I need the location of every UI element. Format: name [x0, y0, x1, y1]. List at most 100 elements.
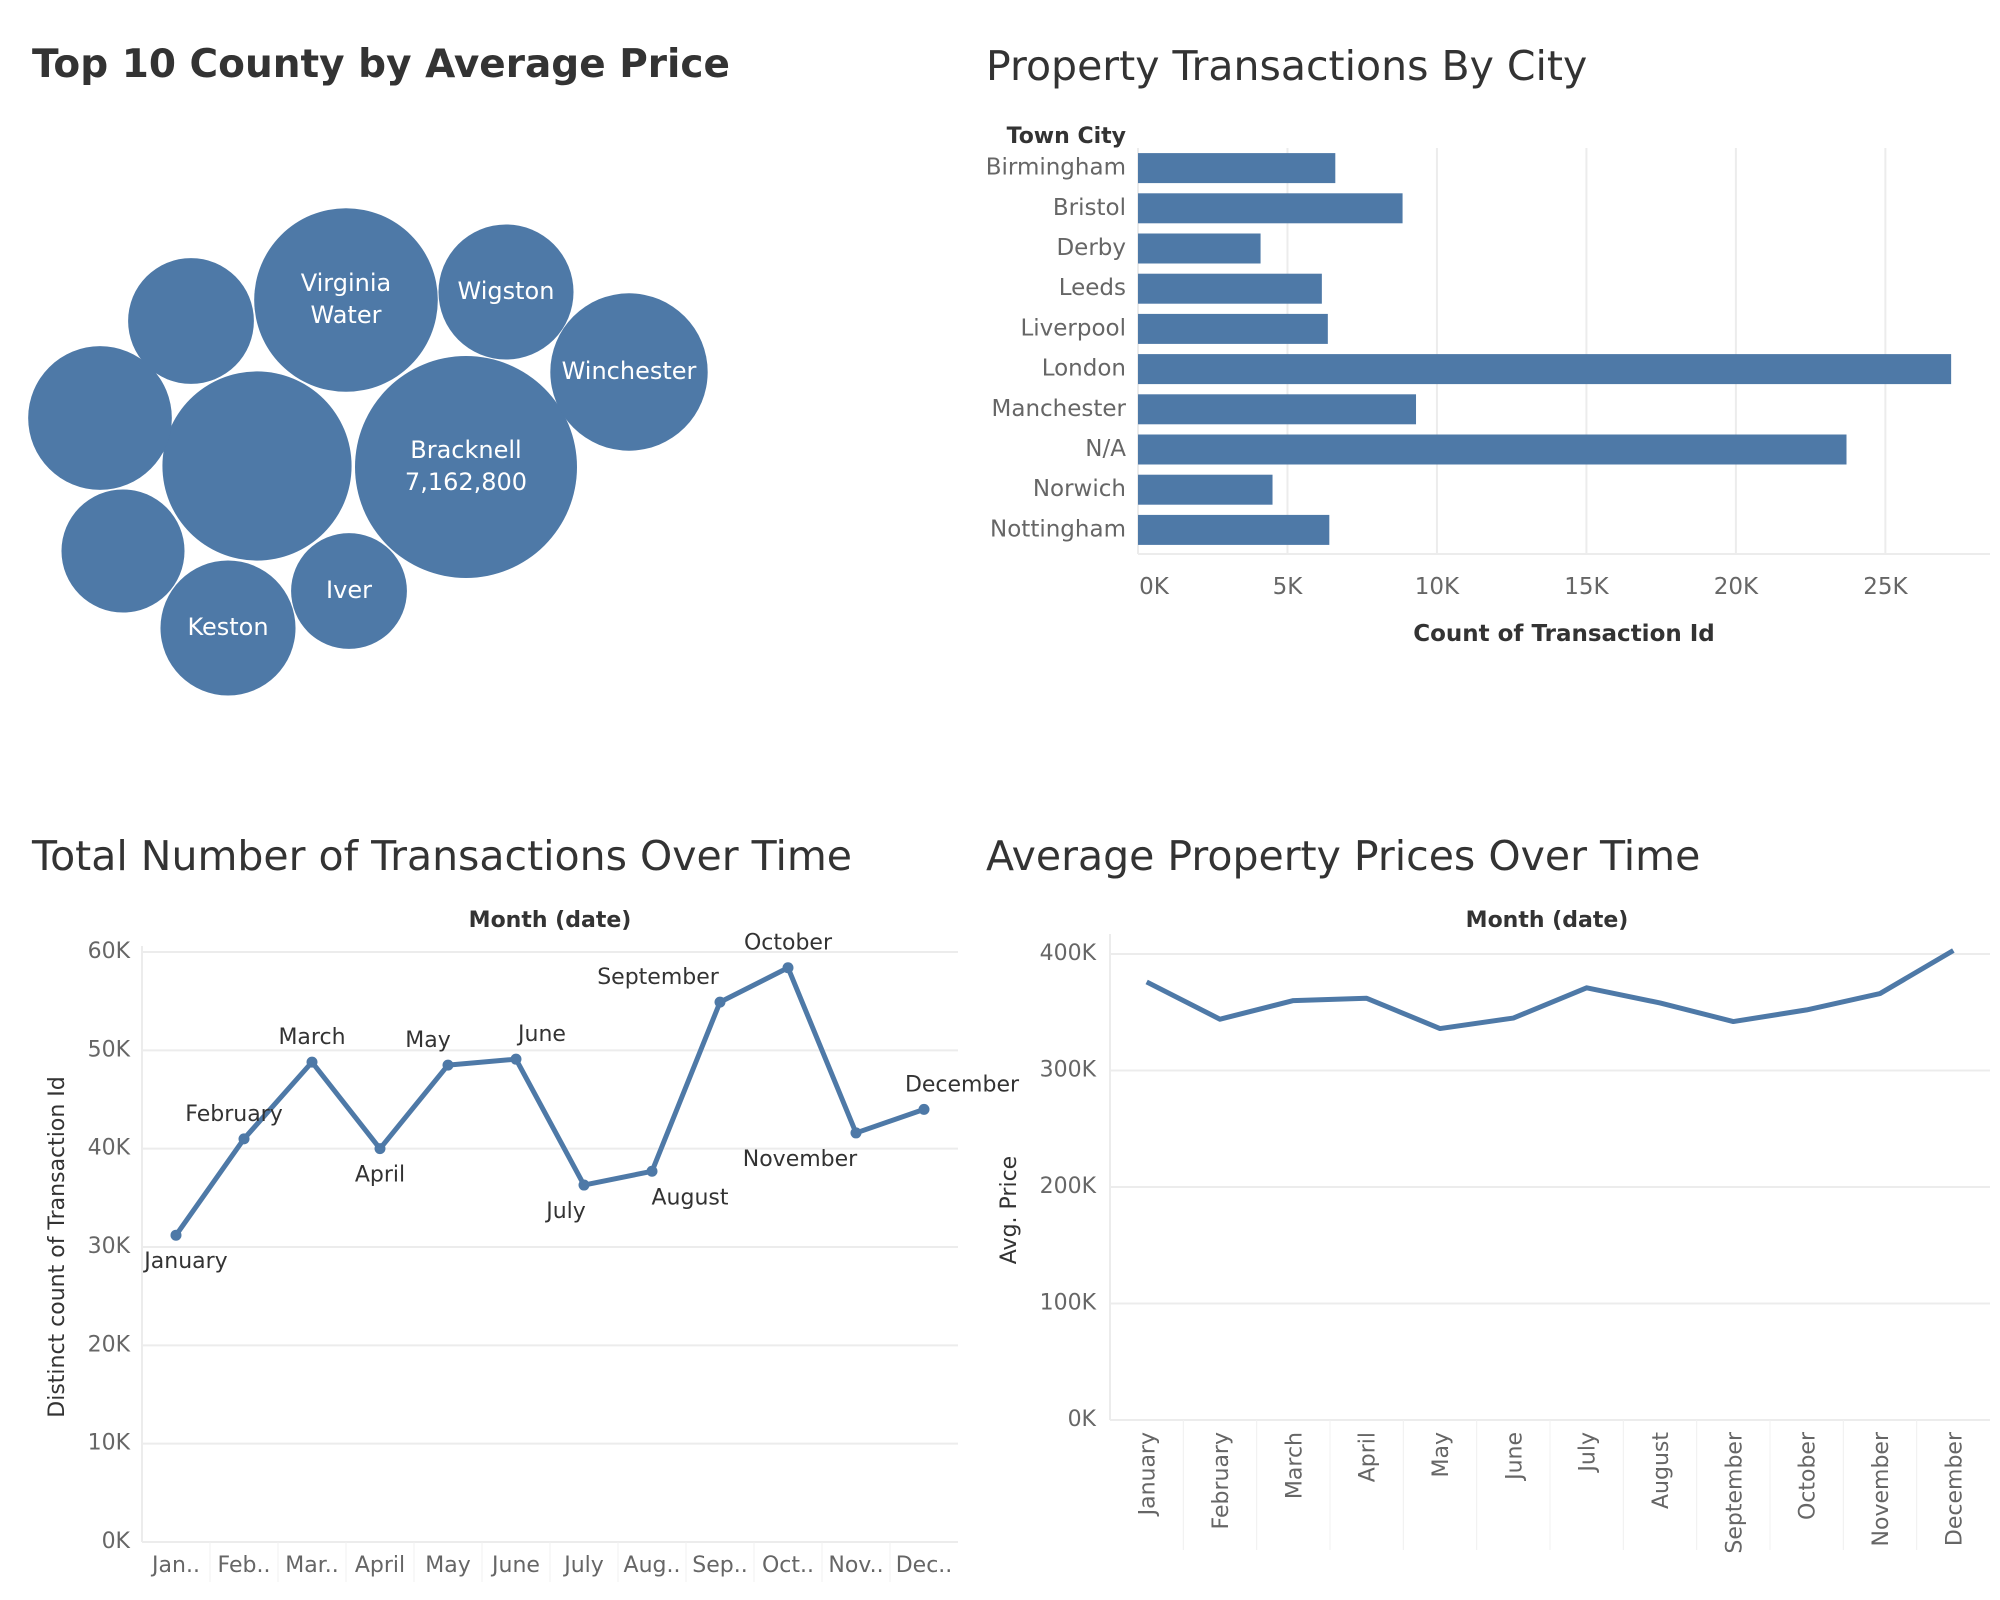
point-label: November — [743, 1147, 858, 1172]
category-label: Manchester — [992, 396, 1127, 422]
x-tick-label: June — [1502, 1432, 1527, 1482]
x-tick-label: 0K — [1139, 574, 1170, 600]
x-tick-label: July — [1576, 1432, 1601, 1474]
point-label: September — [597, 965, 720, 990]
bar — [1138, 233, 1261, 264]
point-label: December — [905, 1072, 1020, 1097]
y-tick-label: 0K — [102, 1529, 131, 1554]
bar — [1138, 153, 1336, 184]
bubble-chart-panel: Top 10 County by Average Price Bracknell… — [0, 0, 960, 780]
y-tick-label: 50K — [88, 1037, 131, 1062]
point-label: June — [516, 1022, 566, 1047]
bubble — [160, 560, 296, 696]
data-point — [510, 1053, 522, 1065]
point-label: May — [405, 1028, 450, 1053]
x-tick-label: June — [490, 1553, 540, 1578]
category-label: Liverpool — [1020, 315, 1126, 341]
x-tick-label: 5K — [1273, 574, 1304, 600]
point-label: August — [652, 1185, 729, 1210]
bar — [1138, 193, 1403, 224]
x-tick-label: April — [1356, 1432, 1381, 1482]
point-label: January — [142, 1249, 227, 1274]
category-label: N/A — [1085, 436, 1126, 462]
y-tick-label: 400K — [1040, 941, 1097, 966]
city-bar-chart-panel: Property Transactions By City Town City B… — [960, 0, 2000, 780]
bar — [1138, 434, 1847, 465]
bubble — [61, 489, 185, 613]
x-tick-label: Aug.. — [624, 1553, 681, 1578]
price-chart-title: Average Property Prices Over Time — [986, 832, 1701, 880]
bubble-chart-title: Top 10 County by Average Price — [32, 42, 730, 87]
data-point — [442, 1059, 454, 1071]
y-tick-label: 200K — [1040, 1174, 1097, 1199]
y-tick-label: 10K — [88, 1431, 131, 1456]
x-tick-label: May — [1429, 1432, 1454, 1477]
data-point — [918, 1103, 930, 1115]
data-point — [578, 1179, 590, 1191]
x-tick-label: August — [1649, 1432, 1674, 1509]
category-label: Derby — [1056, 235, 1126, 261]
x-tick-label: 15K — [1564, 574, 1609, 600]
bar — [1138, 354, 1952, 385]
bubble — [355, 356, 577, 578]
city-bar-chart: Town City Birmingham Bristol Derby Leeds Live… — [986, 124, 1990, 647]
row-header: Town City — [1007, 124, 1126, 149]
x-tick-label: October — [1796, 1431, 1821, 1520]
data-point — [850, 1127, 862, 1139]
category-label: London — [1042, 356, 1126, 382]
point-label: February — [185, 1102, 283, 1127]
bubble-label: Keston — [187, 613, 268, 641]
category-label: Nottingham — [990, 516, 1126, 542]
bubble — [128, 258, 254, 384]
bubble — [162, 371, 352, 561]
transactions-chart-title: Total Number of Transactions Over Time — [32, 832, 852, 880]
bubble — [28, 346, 172, 490]
x-axis-title: Count of Transaction Id — [1413, 621, 1715, 647]
data-point — [238, 1133, 250, 1145]
y-tick-label: 300K — [1040, 1057, 1097, 1082]
bubble — [254, 208, 438, 392]
x-tick-label: July — [562, 1553, 604, 1578]
x-tick-label: Nov.. — [828, 1553, 883, 1578]
bubble-value-label: 7,162,800 — [405, 468, 527, 496]
bubble-label: Wigston — [458, 277, 555, 305]
y-tick-label: 40K — [88, 1136, 131, 1161]
y-tick-label: 100K — [1040, 1290, 1097, 1315]
category-label: Leeds — [1059, 275, 1126, 301]
bubble-label: Virginia — [301, 269, 392, 297]
point-label: July — [544, 1199, 586, 1224]
bubble — [291, 533, 407, 649]
y-tick-label: 0K — [1068, 1407, 1097, 1432]
data-point — [170, 1229, 182, 1241]
bar — [1138, 313, 1328, 344]
x-tick-label: April — [355, 1553, 405, 1578]
point-label: October — [744, 931, 833, 956]
point-label: March — [278, 1025, 345, 1050]
x-tick-label: 25K — [1863, 574, 1908, 600]
x-header: Month (date) — [1466, 908, 1629, 933]
bar — [1138, 474, 1273, 505]
bar — [1138, 394, 1417, 425]
bubble — [550, 293, 708, 451]
data-point — [374, 1143, 386, 1155]
y-tick-label: 60K — [88, 939, 131, 964]
bubble-label: Bracknell — [410, 436, 521, 464]
bar-chart-title: Property Transactions By City — [986, 42, 1588, 90]
price-line-chart-panel: Average Property Prices Over Time Month … — [960, 790, 2000, 1600]
bar — [1138, 514, 1330, 545]
data-point — [782, 962, 794, 974]
y-axis-title: Avg. Price — [997, 1156, 1022, 1264]
data-point — [646, 1165, 658, 1177]
data-point — [714, 996, 726, 1008]
bubble-label: Winchester — [562, 357, 697, 385]
bubble-label: Iver — [326, 576, 372, 604]
x-tick-label: Sep.. — [692, 1553, 747, 1578]
point-label: April — [355, 1163, 405, 1188]
bar — [1138, 273, 1322, 304]
y-tick-label: 30K — [88, 1234, 131, 1259]
x-tick-label: November — [1869, 1431, 1894, 1546]
x-tick-label: Mar.. — [285, 1553, 338, 1578]
transactions-line-chart: Month (date) 0K 10K 20K 30K 40K 50K 60K Distinct… — [45, 908, 1020, 1582]
x-tick-label: Oct.. — [762, 1553, 814, 1578]
x-tick-label: September — [1722, 1431, 1747, 1554]
